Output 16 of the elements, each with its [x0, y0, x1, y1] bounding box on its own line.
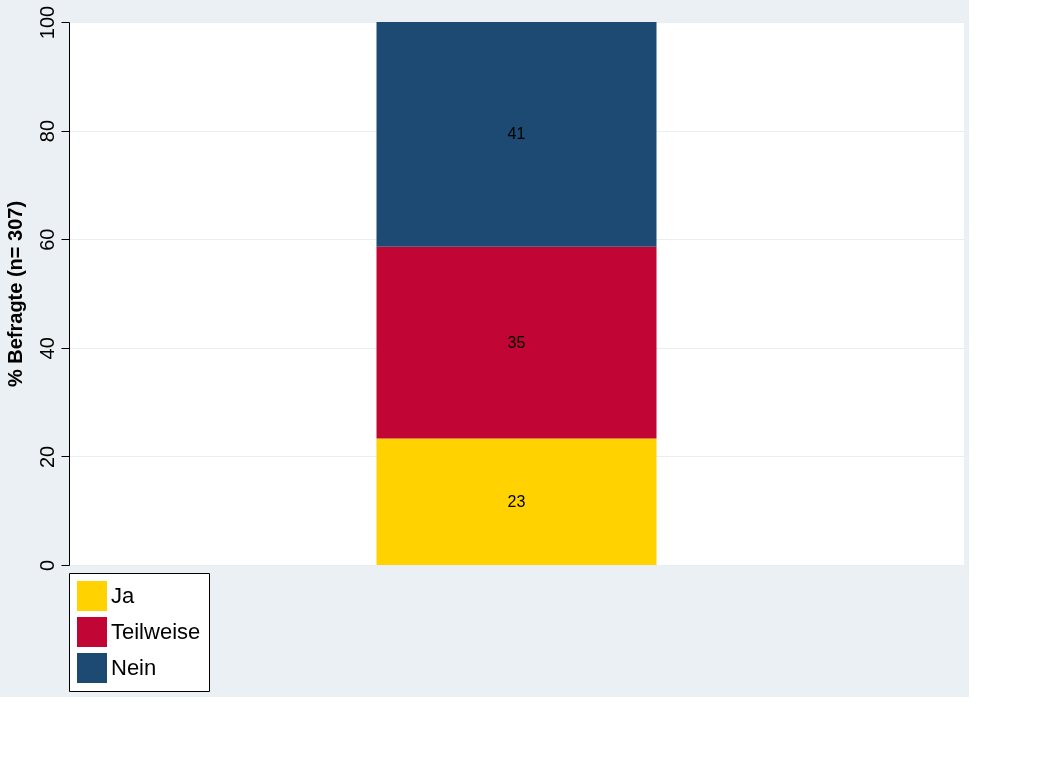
y-tick-label: 20 — [35, 445, 58, 469]
bar — [376, 246, 657, 439]
legend-label: Teilweise — [111, 619, 201, 644]
bar — [376, 438, 657, 565]
data-label: 35 — [507, 333, 526, 351]
data-label: 23 — [507, 492, 526, 510]
y-axis-title: % Befragte (n= 307) — [3, 200, 26, 388]
data-label: 41 — [507, 125, 526, 143]
legend-label: Nein — [111, 655, 157, 680]
y-tick-label: 0 — [35, 559, 58, 572]
y-tick-label: 100 — [35, 5, 58, 40]
legend-label: Ja — [111, 583, 135, 608]
y-tick-label: 40 — [35, 337, 58, 360]
y-tick-label: 60 — [35, 228, 58, 251]
bar — [376, 22, 657, 247]
y-tick-label: 80 — [35, 119, 58, 143]
